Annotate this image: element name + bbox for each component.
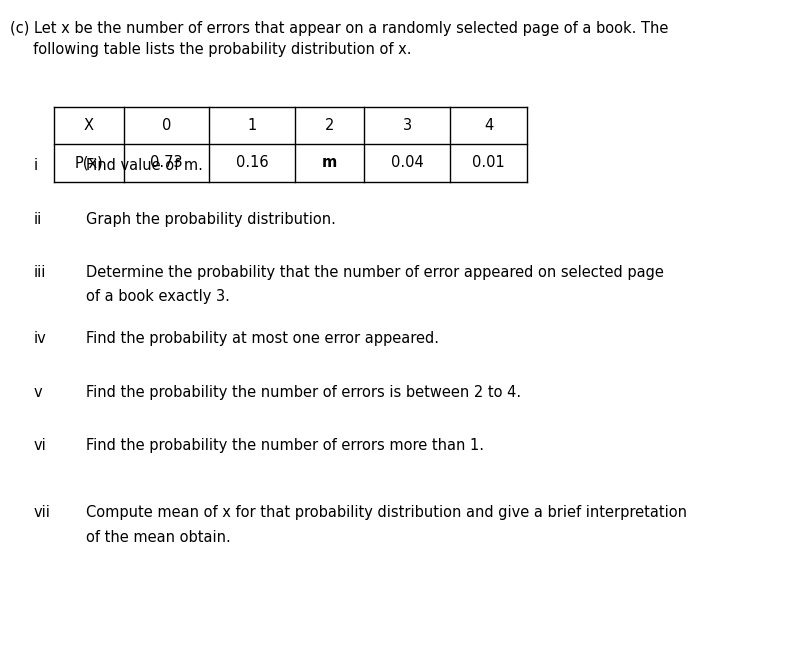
Text: Determine the probability that the number of error appeared on selected page: Determine the probability that the numbe…	[86, 265, 664, 280]
Text: 0.01: 0.01	[472, 155, 505, 171]
Text: vi: vi	[33, 438, 46, 453]
Text: i: i	[33, 158, 37, 173]
Text: 3: 3	[402, 118, 412, 133]
Text: Find the probability the number of errors more than 1.: Find the probability the number of error…	[86, 438, 484, 453]
Text: 4: 4	[484, 118, 493, 133]
Text: m: m	[322, 155, 337, 171]
Text: 1: 1	[247, 118, 257, 133]
Text: iii: iii	[33, 265, 46, 280]
Text: 0.73: 0.73	[150, 155, 183, 171]
Text: Find value of m.: Find value of m.	[86, 158, 203, 173]
Text: iv: iv	[33, 331, 46, 346]
Text: ii: ii	[33, 212, 41, 227]
Text: of the mean obtain.: of the mean obtain.	[86, 530, 230, 545]
Text: P(x): P(x)	[74, 155, 103, 171]
Text: v: v	[33, 385, 42, 400]
Text: (c) Let x be the number of errors that appear on a randomly selected page of a b: (c) Let x be the number of errors that a…	[10, 21, 668, 36]
Text: of a book exactly 3.: of a book exactly 3.	[86, 289, 230, 304]
Text: 0.16: 0.16	[235, 155, 268, 171]
Text: Compute mean of x for that probability distribution and give a brief interpretat: Compute mean of x for that probability d…	[86, 505, 687, 520]
Text: 0: 0	[162, 118, 171, 133]
Text: Graph the probability distribution.: Graph the probability distribution.	[86, 212, 335, 227]
Text: Find the probability the number of errors is between 2 to 4.: Find the probability the number of error…	[86, 385, 520, 400]
Text: 0.04: 0.04	[390, 155, 424, 171]
Text: 2: 2	[325, 118, 334, 133]
Text: following table lists the probability distribution of x.: following table lists the probability di…	[10, 42, 411, 57]
Text: Find the probability at most one error appeared.: Find the probability at most one error a…	[86, 331, 439, 346]
Text: vii: vii	[33, 505, 50, 520]
Text: X: X	[84, 118, 93, 133]
